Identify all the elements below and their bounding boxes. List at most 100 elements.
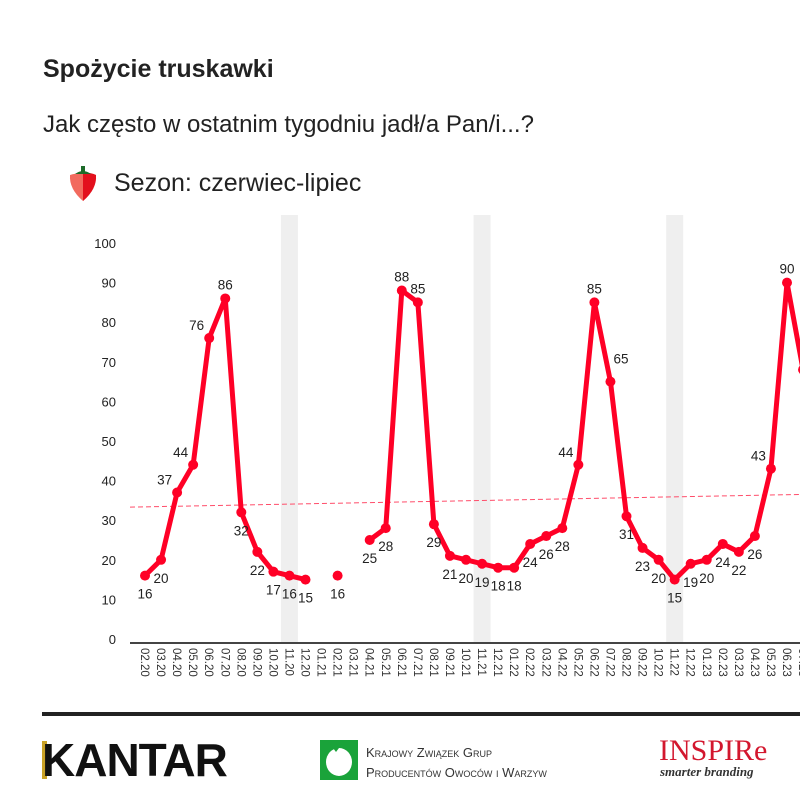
y-tick-label: 70	[102, 355, 116, 370]
data-label: 85	[410, 281, 425, 296]
data-label: 20	[154, 571, 169, 586]
data-label: 26	[539, 547, 554, 562]
data-label: 31	[619, 527, 634, 542]
data-label: 16	[330, 587, 345, 602]
y-tick-label: 50	[102, 434, 116, 449]
x-tick-label: 07.23	[796, 648, 800, 677]
data-point	[573, 459, 584, 470]
data-point	[782, 277, 792, 288]
y-tick-label: 10	[102, 592, 116, 607]
kzgp-line2: Producentów Owoców i Warzyw	[366, 765, 547, 780]
kzgp-logo-icon	[320, 740, 358, 780]
data-point	[765, 463, 776, 474]
data-point	[252, 546, 263, 557]
data-label: 44	[558, 445, 574, 460]
data-point	[541, 531, 552, 542]
x-tick-label: 10.21	[459, 648, 471, 677]
y-tick-label: 0	[109, 632, 116, 647]
kantar-logo: KANTAR	[42, 734, 228, 786]
data-label: 86	[218, 277, 233, 292]
y-tick-label: 100	[94, 236, 116, 251]
page-title: Spożycie truskawki	[43, 55, 274, 83]
data-point	[140, 570, 150, 581]
data-label: 15	[667, 591, 682, 606]
y-tick-label: 60	[102, 394, 116, 409]
x-tick-label: 05.21	[379, 648, 391, 677]
x-tick-label: 10.22	[652, 648, 664, 677]
data-point	[172, 487, 183, 498]
data-point	[300, 574, 311, 585]
data-point	[493, 562, 504, 573]
x-tick-label: 01.22	[507, 648, 519, 677]
question-subtitle: Jak często w ostatnim tygodniu jadł/a Pa…	[43, 111, 534, 138]
kzgp-line1: Krajowy Związek Grup	[366, 745, 492, 760]
data-label: 24	[523, 555, 539, 570]
data-label: 24	[715, 555, 731, 570]
data-label: 26	[747, 547, 762, 562]
x-tick-label: 03.22	[539, 648, 551, 677]
highlight-band	[280, 215, 298, 643]
x-tick-label: 02.21	[331, 648, 343, 677]
series-line	[368, 280, 800, 583]
x-tick-label: 04.23	[748, 648, 760, 677]
data-point	[653, 554, 664, 565]
data-point	[268, 566, 279, 577]
data-point	[717, 538, 728, 549]
y-tick-label: 80	[102, 315, 116, 330]
highlight-band	[666, 215, 684, 643]
data-point	[621, 511, 632, 522]
strawberry-icon	[69, 166, 97, 201]
data-label: 15	[298, 591, 313, 606]
data-label: 18	[491, 579, 506, 594]
x-tick-label: 05.20	[186, 648, 198, 677]
data-point	[525, 538, 536, 549]
x-tick-label: 06.22	[587, 648, 599, 677]
highlight-band	[473, 215, 491, 643]
x-tick-label: 06.20	[202, 648, 214, 677]
data-label: 16	[137, 587, 152, 602]
x-tick-label: 02.23	[716, 648, 728, 677]
data-label: 16	[282, 587, 297, 602]
y-tick-label: 40	[102, 474, 116, 489]
x-tick-label: 09.20	[250, 648, 262, 677]
data-label: 17	[266, 583, 281, 598]
data-point	[669, 574, 680, 585]
x-tick-label: 07.22	[603, 648, 615, 677]
x-tick-label: 08.21	[427, 648, 439, 677]
x-tick-label: 07.21	[411, 648, 423, 677]
x-tick-label: 06.21	[395, 648, 407, 677]
x-tick-label: 11.20	[282, 648, 294, 676]
data-label: 20	[651, 571, 666, 586]
data-point	[220, 293, 231, 304]
data-label: 19	[683, 575, 698, 590]
data-label: 23	[635, 559, 650, 574]
data-label: 76	[189, 318, 204, 333]
data-point	[605, 376, 616, 387]
data-point	[364, 535, 375, 545]
x-tick-label: 04.20	[170, 648, 182, 677]
data-point	[461, 554, 471, 565]
x-tick-label: 05.23	[764, 648, 776, 677]
data-point	[477, 558, 488, 569]
data-point	[557, 523, 568, 534]
x-tick-label: 07.20	[218, 648, 230, 677]
inspire-tagline: smarter branding	[660, 764, 754, 779]
data-label: 22	[250, 563, 265, 578]
data-point	[444, 550, 455, 561]
data-point	[589, 297, 600, 308]
data-label: 21	[442, 567, 457, 582]
x-tick-label: 02.22	[523, 648, 535, 677]
x-tick-label: 01.21	[315, 648, 327, 677]
x-tick-label: 09.21	[443, 648, 455, 677]
x-tick-label: 10.20	[266, 648, 278, 677]
data-label: 43	[751, 449, 766, 464]
x-tick-label: 03.20	[154, 648, 166, 677]
data-label: 44	[173, 445, 189, 460]
x-tick-label: 12.20	[299, 648, 311, 677]
data-point	[733, 546, 744, 557]
data-point	[332, 570, 343, 581]
data-point	[749, 531, 760, 542]
data-point	[284, 570, 295, 581]
x-tick-label: 04.22	[555, 648, 567, 677]
data-point	[428, 519, 439, 530]
